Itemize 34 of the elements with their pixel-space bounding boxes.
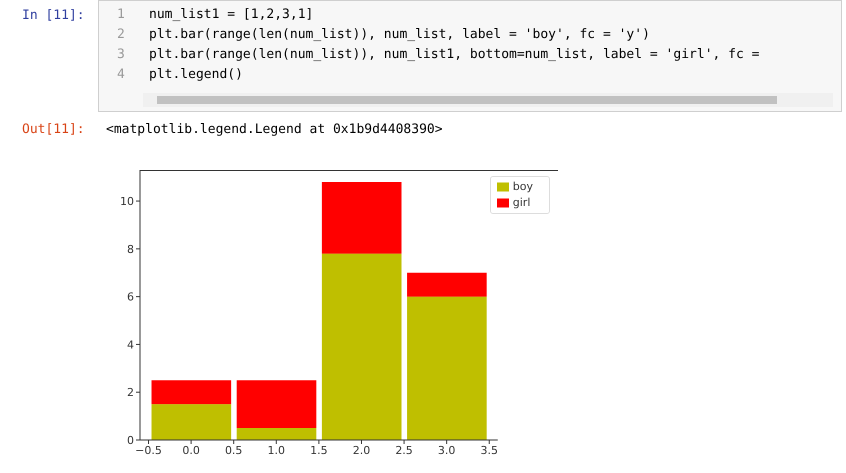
bar (152, 380, 232, 404)
x-tick-label: 3.0 (438, 444, 456, 457)
text: plt.bar(range(len(num_list)), num_list1, bottom=num_list, label = 'girl', fc = (149, 47, 760, 62)
bar (152, 404, 232, 440)
text: 1 (117, 7, 125, 22)
x-tick-label: 0.0 (182, 444, 200, 457)
bar (407, 272, 487, 297)
x-tick-label: 2.5 (395, 444, 413, 457)
text: num_list1 = [1,2,3,1] (149, 7, 314, 22)
y-tick-label: 2 (127, 386, 134, 400)
x-tick-label: 1.0 (268, 444, 286, 457)
text: plt.legend() (149, 67, 243, 82)
y-tick-label: 10 (120, 194, 134, 208)
bar (322, 254, 402, 440)
text: Out[11]: (22, 122, 85, 137)
x-tick-label: 0.5 (224, 444, 242, 457)
x-tick-label: 1.5 (310, 444, 328, 457)
text: In [11]: (22, 8, 85, 23)
text: plt.bar(range(len(num_list)), num_list, label = 'boy', fc = 'y') (149, 27, 650, 42)
bar (407, 296, 487, 440)
y-tick-label: 6 (127, 290, 134, 304)
y-tick-label: 4 (127, 338, 134, 352)
text: 3 (117, 47, 125, 62)
bar (322, 182, 402, 254)
legend-label: girl (512, 196, 530, 209)
x-tick-label: 3.5 (480, 444, 498, 457)
x-tick-label: −0.5 (135, 444, 162, 457)
bar (236, 428, 316, 440)
bar (236, 380, 316, 428)
legend-label: boy (512, 180, 533, 193)
y-tick-label: 0 (127, 434, 134, 447)
x-tick-label: 2.0 (352, 444, 370, 457)
y-tick-label: 8 (127, 242, 134, 256)
text: <matplotlib.legend.Legend at 0x1b9d4408390> (106, 122, 443, 137)
